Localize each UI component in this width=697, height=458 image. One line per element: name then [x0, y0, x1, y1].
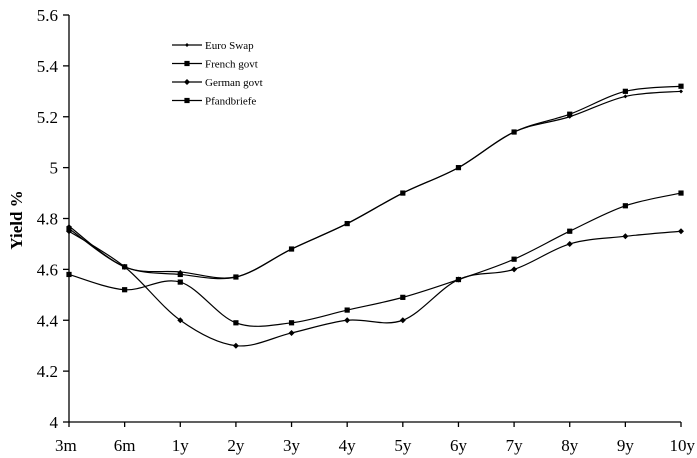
legend-marker — [184, 97, 190, 104]
x-tick-label: 6m — [114, 436, 136, 455]
x-tick-label: 10y — [670, 436, 696, 455]
data-point-french-govt — [66, 271, 72, 278]
series-euro-swap — [67, 89, 683, 280]
data-point-german-govt — [566, 240, 573, 247]
data-point-pfandbriefe — [567, 111, 573, 117]
data-point-pfandbriefe — [177, 271, 183, 278]
y-axis-label: Yield % — [7, 190, 26, 249]
data-point-german-govt — [344, 317, 351, 324]
legend-label: German govt — [205, 77, 263, 89]
legend-marker — [184, 79, 190, 85]
data-point-pfandbriefe — [66, 226, 72, 232]
data-point-pfandbriefe — [233, 274, 239, 280]
data-point-pfandbriefe — [678, 83, 684, 89]
series-french-govt — [66, 190, 684, 327]
data-point-french-govt — [567, 228, 573, 234]
data-point-french-govt — [400, 294, 406, 300]
legend: Euro Swap French govt German govt Pfandbrie… — [172, 40, 263, 108]
data-point-pfandbriefe — [400, 190, 406, 196]
x-tick-label: 2y — [227, 436, 245, 455]
x-tick-label: 1y — [172, 436, 190, 455]
series-german-govt — [66, 228, 684, 349]
data-point-french-govt — [233, 320, 239, 326]
legend-label: French govt — [205, 59, 258, 71]
x-tick-label: 3m — [55, 436, 77, 455]
data-point-german-govt — [455, 276, 462, 283]
series-group — [66, 83, 684, 349]
x-tick-label: 7y — [506, 436, 524, 455]
legend-marker — [184, 60, 190, 67]
data-point-french-govt — [622, 203, 628, 209]
y-tick-label: 4.6 — [37, 260, 58, 279]
legend-marker — [185, 43, 189, 47]
data-point-german-govt — [622, 233, 629, 240]
x-tick-label: 5y — [394, 436, 412, 455]
y-tick-label: 5 — [50, 159, 59, 178]
y-tick-label: 5.2 — [37, 108, 58, 127]
y-tick-label: 4 — [50, 413, 59, 432]
data-point-german-govt — [511, 266, 518, 273]
x-tick-label: 3y — [283, 436, 301, 455]
y-tick-label: 4.2 — [37, 362, 58, 381]
y-tick-label: 5.6 — [37, 6, 58, 25]
data-point-french-govt — [177, 279, 183, 285]
series-line-french-govt — [68, 192, 682, 327]
data-point-french-govt — [122, 287, 128, 293]
x-tick-label: 4y — [339, 436, 357, 455]
data-point-german-govt — [399, 317, 406, 324]
data-point-pfandbriefe — [455, 165, 462, 171]
legend-label: Pfandbriefe — [205, 96, 256, 108]
data-point-french-govt — [511, 256, 517, 262]
data-point-german-govt — [288, 329, 295, 336]
data-point-pfandbriefe — [622, 88, 628, 94]
data-point-french-govt — [288, 320, 295, 326]
legend-item-euro-swap: Euro Swap — [172, 40, 254, 52]
legend-item-pfandbriefe: Pfandbriefe — [172, 96, 256, 108]
data-point-euro-swap — [623, 94, 628, 99]
legend-item-french-govt: French govt — [172, 59, 258, 71]
data-point-euro-swap — [679, 89, 683, 94]
series-pfandbriefe — [66, 83, 684, 280]
data-point-french-govt — [344, 307, 350, 313]
series-line-german-govt — [68, 230, 682, 347]
data-point-french-govt — [678, 190, 684, 196]
data-point-german-govt — [232, 342, 239, 349]
y-tick-label: 4.8 — [37, 210, 58, 229]
data-point-german-govt — [678, 228, 684, 235]
y-tick-label: 5.4 — [37, 57, 59, 76]
legend-label: Euro Swap — [205, 40, 254, 52]
x-tick-label: 9y — [617, 436, 635, 455]
data-point-pfandbriefe — [288, 246, 295, 252]
data-point-pfandbriefe — [344, 220, 350, 227]
y-tick-label: 4.4 — [37, 311, 59, 330]
series-line-pfandbriefe — [68, 85, 682, 280]
data-point-pfandbriefe — [511, 129, 517, 135]
series-line-euro-swap — [68, 90, 682, 279]
x-tick-label: 8y — [561, 436, 579, 455]
data-point-german-govt — [177, 317, 184, 324]
data-point-pfandbriefe — [122, 264, 128, 270]
axes: 4 4.2 4.4 4.6 4.8 5 5.2 5.4 5.6 3m 6m 1y 2y 3y 4y 5y 6y 7… — [37, 6, 696, 455]
x-tick-label: 6y — [450, 436, 468, 455]
legend-item-german-govt: German govt — [172, 77, 263, 89]
